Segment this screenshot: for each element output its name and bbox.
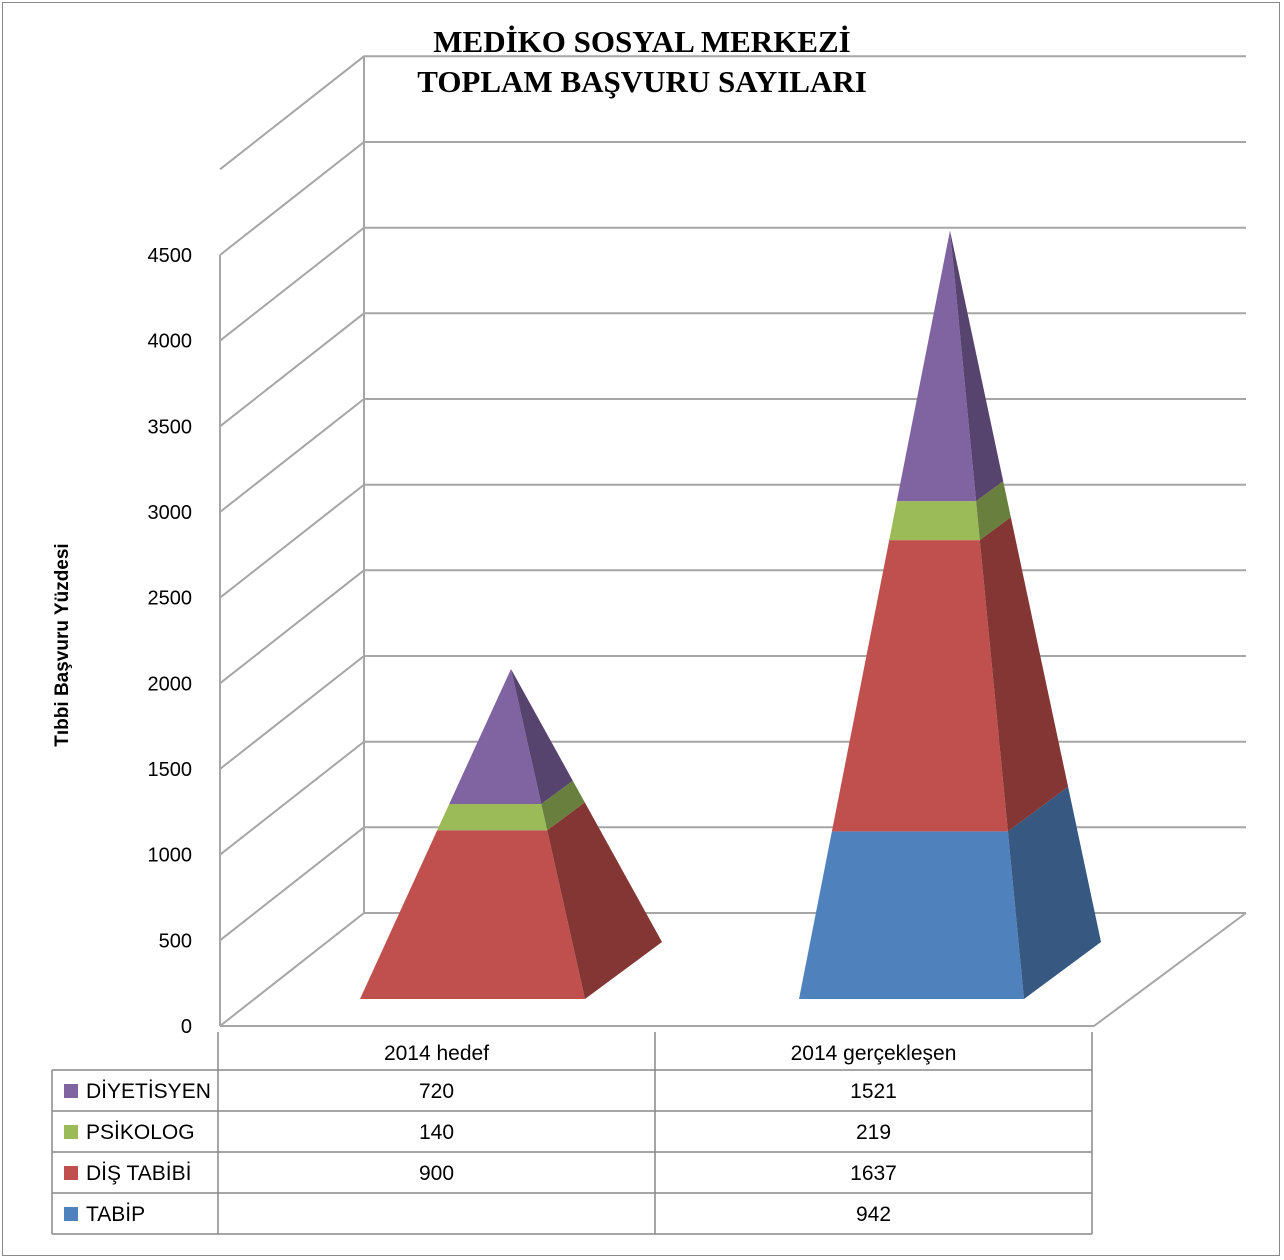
gridline [219,569,1246,685]
legend-swatch [64,1207,78,1221]
table-category-header: 2014 gerçekleşen [791,1042,957,1065]
gridline [219,312,1246,428]
table-cell-value: 219 [856,1121,891,1144]
pyramid-front-segment [360,830,585,999]
pyramid-side-segment [950,230,1004,502]
table-cell-value: 720 [419,1080,454,1103]
pyramid-front-segment [449,669,542,804]
table-cell-value: 140 [419,1121,454,1144]
pyramid-1 [799,230,1101,999]
pyramid-front-segment [799,831,1024,999]
pyramid-side-segment [511,669,573,804]
gridline [219,740,1246,856]
y-tick-label: 1500 [148,759,193,781]
gridline [219,55,1246,171]
y-axis-label: Tıbbi Başvuru Yüzdesi [52,543,73,746]
pyramid-front-segment [889,501,980,541]
y-tick-label: 2000 [148,673,193,695]
gridline [219,141,1246,256]
gridline [219,398,1246,513]
y-tick-label: 4000 [148,331,193,353]
table-category-header: 2014 hedef [384,1042,489,1065]
chart-title-line-1: MEDİKO SOSYAL MERKEZİ [433,24,851,59]
gridline [219,226,1246,342]
legend-swatch [64,1125,78,1139]
table-row-label: DİŞ TABİBİ [86,1162,191,1185]
chart-title: MEDİKO SOSYAL MERKEZİ TOPLAM BAŞVURU SAY… [0,22,1284,102]
floor-right-edge [1093,912,1247,1027]
pyramid-side-segment [979,517,1069,832]
pyramid-side-segment [1007,786,1101,999]
pyramid-front-segment [896,230,977,502]
table-row-label: DİYETİSYEN [86,1080,211,1103]
gridlines [219,55,1246,1027]
y-axis-ticks: 0 500 1000 1500 2000 2500 3000 3500 4000 4500 [148,245,193,1038]
pyramid-side-segment [541,780,585,831]
pyramids [360,230,1101,999]
table-row-label: PSİKOLOG [86,1121,195,1144]
chart-title-line-2: TOPLAM BAŞVURU SAYILARI [417,64,867,99]
y-tick-label: 1000 [148,845,193,867]
y-tick-label: 2500 [148,588,193,610]
pyramid-side-segment [976,481,1011,541]
table-row-label: TABİP [86,1203,145,1226]
pyramid-front-segment [437,804,548,831]
pyramid-front-segment [831,540,1008,832]
pyramid-side-segment [547,802,662,999]
table-cell-value: 1637 [850,1162,897,1185]
data-table: 2014 hedef 2014 gerçekleşen DİYETİSYEN 720 1… [51,1032,1093,1235]
chart-walls [219,56,1247,1027]
y-tick-label: 4500 [148,245,193,267]
legend-swatch [64,1166,78,1180]
table-cell-value: 942 [856,1203,891,1226]
y-tick-label: 0 [181,1016,192,1038]
y-tick-label: 3500 [148,416,193,438]
y-tick-label: 3000 [148,502,193,524]
gridline [219,655,1246,770]
pyramid-0 [360,669,662,999]
y-tick-label: 500 [159,930,192,952]
legend-swatch [64,1084,78,1098]
table-cell-value: 1521 [850,1080,897,1103]
table-cell-value: 900 [419,1162,454,1185]
gridline [219,483,1246,599]
